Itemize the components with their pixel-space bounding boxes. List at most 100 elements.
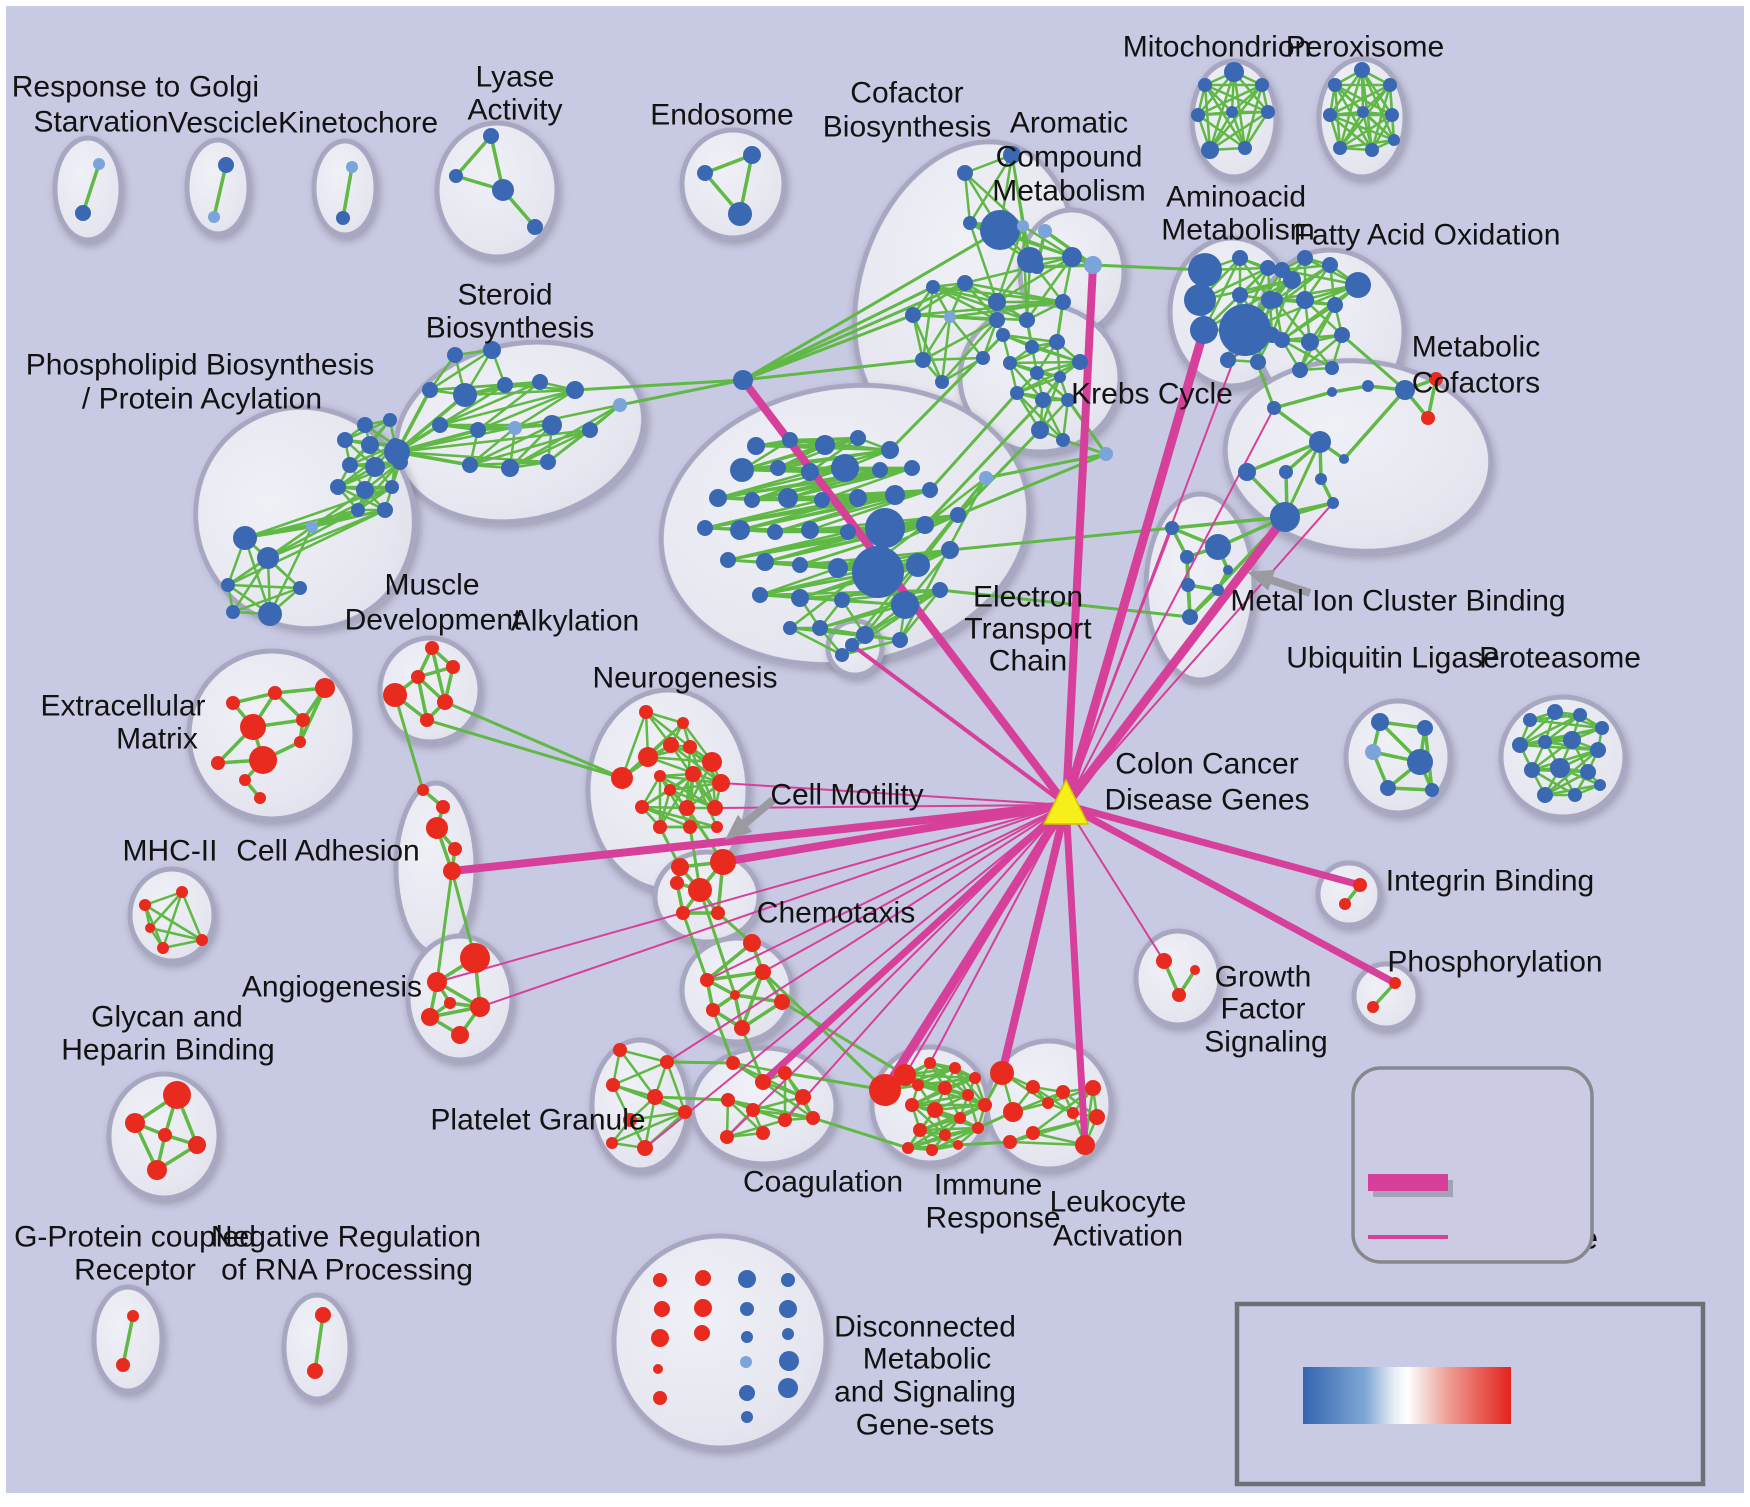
lyase-activity-node-0 [483,128,499,144]
electron-transport-chain-node-27 [756,553,774,571]
angiogenesis-node-4 [421,1008,439,1026]
metabolic-cofactors-node-3 [1279,465,1293,479]
extracellular-matrix-node-8 [239,774,251,786]
phospholipid-protein-acylation-node-11 [351,503,365,517]
label-cell-motility-line0: Cell Motility [770,779,923,812]
peroxisome-node-3 [1323,108,1337,122]
mhc-ii-node-1 [139,899,151,911]
chemotaxis-node-4 [734,1020,750,1036]
endosome-node-0 [743,146,761,164]
electron-transport-chain-node-6 [770,460,786,476]
electron-transport-chain-node-40 [892,632,908,648]
phospholipid-protein-acylation-node-2 [337,432,353,448]
label-lyase-activity-line0: Lyase [476,61,555,94]
cell-adhesion-node-4 [443,862,461,880]
cofactor-biosynthesis-node-8 [1019,312,1035,328]
electron-transport-chain-node-42 [783,621,797,635]
immune-response-node-12 [972,1122,984,1134]
lyase-activity-node-2 [492,179,514,201]
platelet-granule-node-3 [647,1089,663,1105]
krebs-cycle-node-2 [1049,334,1065,350]
chemotaxis-node-6 [730,990,740,1000]
electron-transport-chain-node-16 [885,485,905,505]
glycan-heparin-binding-node-2 [158,1128,172,1142]
electron-transport-chain-node-12 [744,492,760,508]
muscle-development-node-5 [383,683,407,707]
electron-transport-chain-node-28 [792,557,808,573]
label-glycan-heparin-binding-line0: Glycan and [91,1001,243,1034]
cofactor-biosynthesis-node-7 [988,293,1006,311]
cofactor-biosynthesis-node-2 [980,210,1020,250]
label-extracellular-matrix-line1: Matrix [116,723,198,756]
cofactor-biosynthesis-node-10 [957,275,973,291]
label-muscle-development-line1: Development [345,604,522,637]
label-proteasome-line0: Proteasome [1479,642,1641,675]
label-steroid-biosynthesis-line0: Steroid [457,279,552,312]
label-muscle-development-line0: Muscle [384,569,479,602]
electron-transport-chain-node-43 [979,471,993,485]
metabolic-cofactors-node-5 [1339,454,1349,464]
aromatic-compound-metabolism-node-1 [1030,260,1044,274]
mhc-ii-node-0 [176,886,188,898]
steroid-biosynthesis-node-13 [540,454,556,470]
mhc-ii-node-4 [157,942,169,954]
coagulation-node-4 [806,1111,820,1125]
cluster-growth-factor-signaling [1136,931,1220,1025]
leukocyte-activation-node-3 [1042,1097,1054,1109]
fatty-acid-oxidation-node-2 [1297,250,1313,266]
neurogenesis-node-11 [654,770,666,782]
neurogenesis-node-10 [664,784,676,796]
coagulation-node-1 [755,1074,771,1090]
disconnected-gene-sets-node-14 [781,1273,795,1287]
label-golgi-vescicle-line0: Golgi [189,71,259,104]
metabolic-cofactors-node-1 [1309,431,1331,453]
electron-transport-chain-node-3 [850,430,866,446]
g-protein-coupled-receptor-node-1 [116,1358,130,1372]
disconnected-gene-sets-node-7 [694,1325,710,1341]
g-protein-coupled-receptor-node-0 [127,1310,139,1322]
phospholipid-protein-acylation-node-16 [221,578,235,592]
label-colon-cancer-hub-line1: Disease Genes [1104,784,1309,817]
electron-transport-chain-node-13 [778,488,798,508]
disconnected-gene-sets-node-10 [741,1331,753,1343]
label-g-protein-coupled-receptor-line1: Receptor [74,1254,196,1287]
disconnected-gene-sets-node-6 [694,1299,712,1317]
electron-transport-chain-node-32 [941,541,959,559]
krebs-cycle-node-6 [1054,371,1066,383]
metabolic-cofactors-node-6 [1327,497,1339,509]
ubiquitin-ligase-node-4 [1380,780,1396,796]
chemotaxis-node-3 [706,1003,720,1017]
peroxisome-node-7 [1365,143,1379,157]
phospholipid-protein-acylation-node-8 [330,479,346,495]
electron-transport-chain-node-41 [835,648,849,662]
angiogenesis-node-2 [444,997,456,1009]
glycan-heparin-binding-node-4 [147,1160,167,1180]
cell-adhesion-node-2 [426,817,448,839]
cofactor-biosynthesis-node-12 [905,307,921,323]
glycan-heparin-binding-node-3 [188,1136,206,1154]
fatty-acid-oxidation-node-12 [1325,361,1339,375]
proteasome-node-11 [1537,787,1553,803]
fatty-acid-oxidation-node-1 [1274,262,1290,278]
coagulation-node-9 [756,1126,770,1140]
angiogenesis-node-3 [470,997,490,1017]
metal-ion-cluster-binding-node-6 [1182,609,1198,625]
label-peroxisome-line0: Peroxisome [1286,31,1444,64]
steroid-biosynthesis-node-8 [470,422,486,438]
label-response-to-starvation-line0: Response to [12,71,180,104]
electron-transport-chain-node-20 [767,524,783,540]
label-coagulation-line0: Coagulation [743,1166,903,1199]
label-neurogenesis-line0: Neurogenesis [592,662,777,695]
krebs-cycle-node-10 [1031,421,1049,439]
leukocyte-activation-node-5 [1067,1107,1079,1119]
immune-response-node-16 [926,1144,938,1156]
aromatic-compound-metabolism-node-2 [1084,256,1102,274]
leukocyte-activation-node-4 [1056,1085,1070,1099]
metal-ion-cluster-binding-node-2 [1180,550,1194,564]
platelet-granule-node-0 [613,1043,627,1057]
steroid-biosynthesis-node-4 [497,377,513,393]
angiogenesis-node-5 [451,1026,469,1044]
platelet-granule-node-1 [660,1055,674,1069]
leukocyte-activation-node-9 [1026,1126,1040,1140]
mitochondrion-node-2 [1255,78,1269,92]
